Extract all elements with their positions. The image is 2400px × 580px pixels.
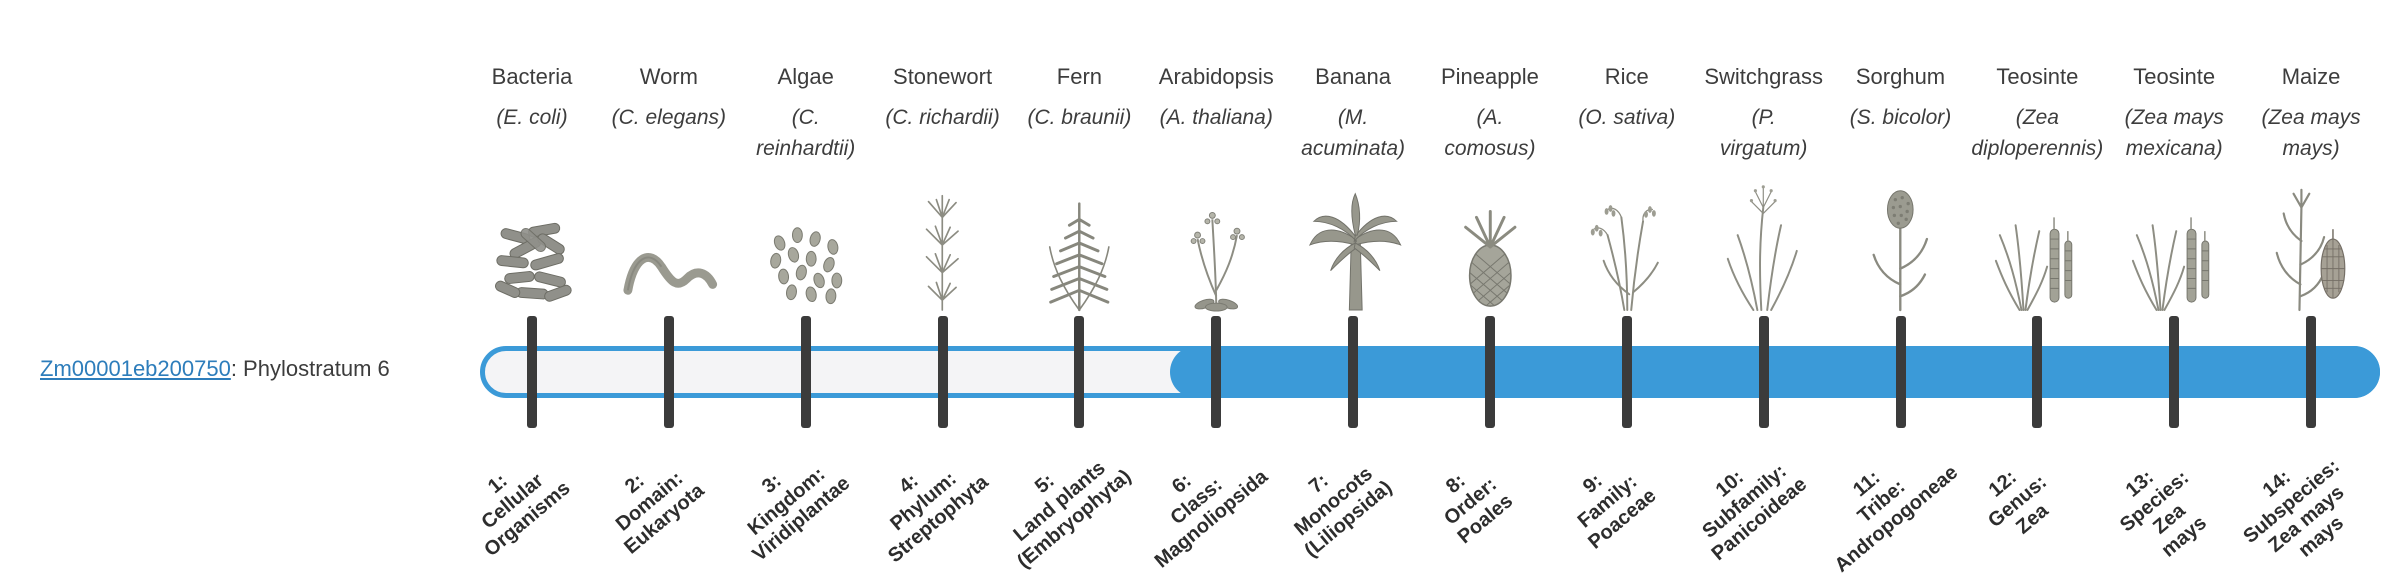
stratum-label-wrap: 1: Cellular Organisms: [429, 424, 596, 580]
stratum-rank-label: 5: Land plants (Embryophyta): [1009, 456, 1136, 573]
stratum-rank-label: 11: Tribe: Andropogoneae: [1830, 461, 1962, 577]
organism-scientific-name: (Zea mays mays): [2261, 106, 2361, 160]
organism-scientific-name: (C. reinhardtii): [756, 106, 856, 160]
banana-icon: [1283, 172, 1423, 312]
phylostratum-tick: [1758, 316, 1769, 428]
organism-scientific-name: (C. richardii): [885, 106, 1000, 129]
stratum-label-wrap: 6: Class: Magnoliopsida: [1114, 424, 1281, 580]
organism-common-name: Algae: [777, 64, 834, 89]
stratum-label-wrap: 8: Order: Poales: [1387, 424, 1554, 580]
stratum-rank-label: 3: Kingdom: Viridiplantae: [743, 463, 854, 566]
phylostratum-tick: [937, 316, 948, 428]
stratum-label-wrap: 5: Land plants (Embryophyta): [977, 424, 1144, 580]
stratum-label-wrap: 13: Species: Zea mays: [2072, 424, 2254, 580]
phylostratum-tick: [2306, 316, 2317, 428]
stratum-rank-label: 12: Genus: Zea: [1984, 466, 2053, 539]
organism-scientific-name: (P. virgatum): [1719, 106, 1808, 160]
gene-label: Zm00001eb200750: Phylostratum 6: [40, 356, 390, 382]
switchgrass-icon: [1694, 172, 1834, 312]
stratum-rank-label: 4: Phylum: Streptophyta: [883, 467, 993, 568]
stratum-rank-label: 6: Class: Magnoliopsida: [1150, 465, 1273, 573]
organism-scientific-name: (M. acuminata): [1301, 106, 1406, 160]
worm-icon: [599, 172, 739, 312]
organism-scientific-name: (O. sativa): [1578, 106, 1676, 129]
stratum-label-wrap: 4: Phylum: Streptophyta: [840, 424, 1007, 580]
stratum-label-wrap: 3: Kingdom: Viridiplantae: [703, 424, 870, 580]
organism-common-name: Pineapple: [1441, 64, 1539, 89]
phylostratum-tick: [1484, 316, 1495, 428]
stratum-label-wrap: 11: Tribe: Andropogoneae: [1798, 424, 1965, 580]
organism-common-name: Teosinte: [1996, 64, 2079, 89]
organism-common-name: Rice: [1604, 64, 1649, 89]
gene-link[interactable]: Zm00001eb200750: [40, 356, 231, 381]
rice-icon: [1557, 172, 1697, 312]
stratum-rank-label: 13: Species: Zea mays: [2116, 466, 2211, 562]
organism-scientific-name: (S. bicolor): [1849, 106, 1952, 129]
phylostratum-tick: [1621, 316, 1632, 428]
gene-phylostratum-text: : Phylostratum 6: [230, 356, 390, 381]
maize-icon: [2241, 172, 2381, 312]
organism-common-name: Worm: [639, 64, 698, 89]
organism-common-name: Teosinte: [2133, 64, 2216, 89]
teosinte-icon: [1967, 172, 2107, 312]
stratum-rank-label: 10: Subfamily: Panicoideae: [1697, 460, 1811, 566]
phylostratum-tick: [1074, 316, 1085, 428]
stratum-label-wrap: 12: Genus: Zea: [1935, 424, 2102, 580]
arabidopsis-icon: [1146, 172, 1286, 312]
stratum-rank-label: 8: Order: Poales: [1440, 469, 1518, 549]
organism-common-name: Bacteria: [491, 64, 573, 89]
phylostratum-tick: [1348, 316, 1359, 428]
organism-scientific-name: (A. thaliana): [1159, 106, 1273, 129]
phylostratum-tick: [2169, 316, 2180, 428]
organism-scientific-name: (E. coli): [496, 106, 568, 129]
phylostratum-tick: [800, 316, 811, 428]
phylostratum-tick: [1895, 316, 1906, 428]
stratum-rank-label: 9: Family: Poaceae: [1573, 469, 1661, 554]
organism-scientific-name: (Zea diploperennis): [1971, 106, 2104, 160]
algae-icon: [736, 172, 876, 312]
organism-scientific-name: (A. comosus): [1444, 106, 1536, 160]
pineapple-icon: [1420, 172, 1560, 312]
stratum-rank-label: 7: Monocots (Liliopsida): [1290, 462, 1397, 562]
organism-common-name: Maize: [2281, 64, 2341, 89]
organism-scientific-name: (C. braunii): [1027, 106, 1132, 129]
organism-common-name: Fern: [1056, 64, 1103, 89]
organism-common-name: Banana: [1315, 64, 1392, 89]
stratum-label-wrap: 7: Monocots (Liliopsida): [1251, 424, 1418, 580]
fern-icon: [1009, 172, 1149, 312]
organism-common-name: Sorghum: [1855, 64, 1946, 89]
phylostratum-tick: [527, 316, 537, 428]
organism-scientific-name: (Zea mays mexicana): [2124, 106, 2224, 160]
stratum-label-wrap: 10: Subfamily: Panicoideae: [1661, 424, 1828, 580]
organism-common-name: Arabidopsis: [1158, 64, 1274, 89]
phylostratum-tick: [1211, 316, 1222, 428]
bacteria-icon: [462, 172, 602, 312]
sorghum-icon: [1831, 172, 1971, 312]
stratum-label-wrap: 2: Domain: Eukaryota: [566, 424, 733, 580]
stonewort-icon: [873, 172, 1013, 312]
organism-common-name: Stonewort: [893, 64, 993, 89]
organism-common-name: Switchgrass: [1704, 64, 1823, 89]
stratum-rank-label: 2: Domain: Eukaryota: [611, 467, 709, 559]
teosinte-icon: [2104, 172, 2244, 312]
stratum-rank-label: 1: Cellular Organisms: [477, 469, 575, 562]
organism-scientific-name: (C. elegans): [611, 106, 727, 129]
phylostratum-tick: [663, 316, 674, 428]
stratum-label-wrap: 9: Family: Poaceae: [1524, 424, 1691, 580]
phylostratum-tick: [2032, 316, 2043, 428]
